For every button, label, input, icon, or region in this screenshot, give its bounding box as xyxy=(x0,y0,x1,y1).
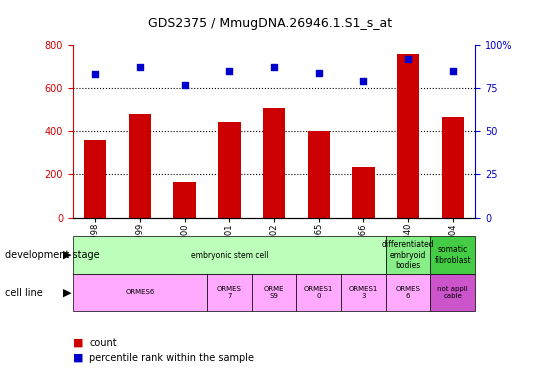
Bar xyxy=(386,236,430,274)
Text: development stage: development stage xyxy=(5,250,100,260)
Bar xyxy=(129,114,151,218)
Text: ORMES
7: ORMES 7 xyxy=(217,286,242,299)
Text: GDS2375 / MmugDNA.26946.1.S1_s_at: GDS2375 / MmugDNA.26946.1.S1_s_at xyxy=(148,17,392,30)
Text: ▶: ▶ xyxy=(63,250,71,260)
Text: count: count xyxy=(89,338,117,348)
Bar xyxy=(296,274,341,311)
Point xyxy=(225,68,234,74)
Point xyxy=(136,64,144,70)
Text: ORMES6: ORMES6 xyxy=(125,290,154,296)
Bar xyxy=(308,131,330,218)
Bar xyxy=(173,182,196,218)
Text: differentiated
embryoid
bodies: differentiated embryoid bodies xyxy=(382,240,435,270)
Text: ORME
S9: ORME S9 xyxy=(264,286,284,299)
Point xyxy=(449,68,457,74)
Point xyxy=(269,64,279,70)
Bar xyxy=(252,274,296,311)
Point xyxy=(91,71,99,77)
Bar xyxy=(430,236,475,274)
Text: percentile rank within the sample: percentile rank within the sample xyxy=(89,353,254,363)
Point xyxy=(314,70,323,76)
Text: ORMES
6: ORMES 6 xyxy=(396,286,421,299)
Text: not appli
cable: not appli cable xyxy=(437,286,468,299)
Bar xyxy=(218,122,240,218)
Text: ORMES1
0: ORMES1 0 xyxy=(304,286,333,299)
Text: ORMES1
3: ORMES1 3 xyxy=(349,286,378,299)
Bar xyxy=(263,108,285,218)
Bar xyxy=(341,274,386,311)
Text: embryonic stem cell: embryonic stem cell xyxy=(191,251,268,260)
Text: ▶: ▶ xyxy=(63,288,71,297)
Text: somatic
fibroblast: somatic fibroblast xyxy=(435,245,471,265)
Point xyxy=(359,78,368,84)
Text: ■: ■ xyxy=(73,353,83,363)
Point xyxy=(180,82,189,88)
Bar xyxy=(73,274,207,311)
Bar xyxy=(430,274,475,311)
Text: ■: ■ xyxy=(73,338,83,348)
Bar xyxy=(207,274,252,311)
Bar xyxy=(73,236,386,274)
Point xyxy=(404,56,413,62)
Bar xyxy=(442,117,464,218)
Bar xyxy=(386,274,430,311)
Text: cell line: cell line xyxy=(5,288,43,297)
Bar xyxy=(84,140,106,218)
Bar xyxy=(397,54,420,217)
Bar xyxy=(352,167,375,218)
